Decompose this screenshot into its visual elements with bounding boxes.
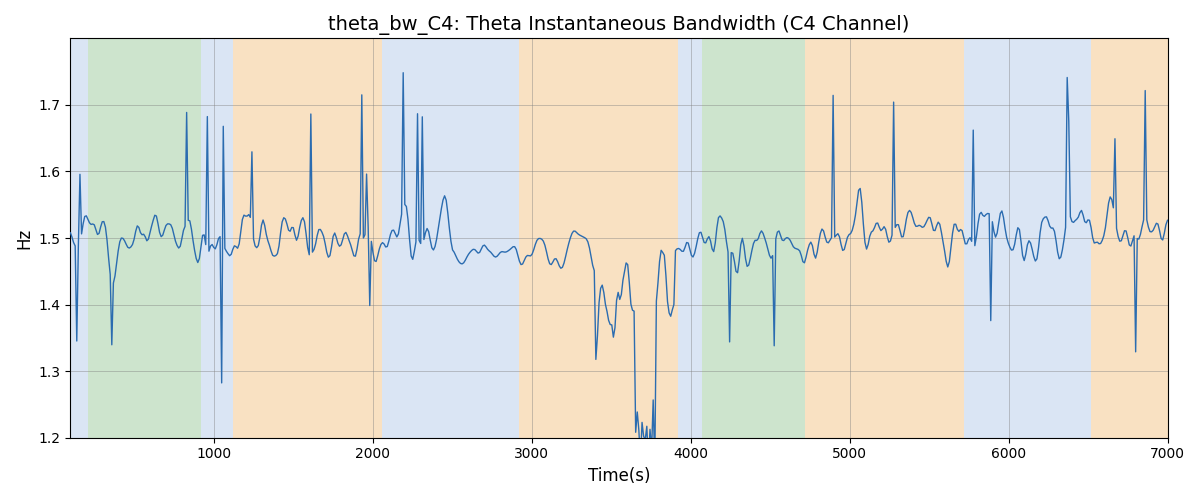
Bar xyxy=(71,38,88,438)
Bar xyxy=(88,38,200,438)
Bar xyxy=(382,38,518,438)
Bar xyxy=(1091,38,1168,438)
Bar xyxy=(702,38,805,438)
Bar xyxy=(200,38,233,438)
X-axis label: Time(s): Time(s) xyxy=(588,467,650,485)
Bar xyxy=(233,38,382,438)
Bar xyxy=(678,38,702,438)
Bar xyxy=(805,38,964,438)
Bar xyxy=(518,38,678,438)
Bar xyxy=(964,38,1091,438)
Title: theta_bw_C4: Theta Instantaneous Bandwidth (C4 Channel): theta_bw_C4: Theta Instantaneous Bandwid… xyxy=(329,15,910,35)
Y-axis label: Hz: Hz xyxy=(14,228,32,248)
